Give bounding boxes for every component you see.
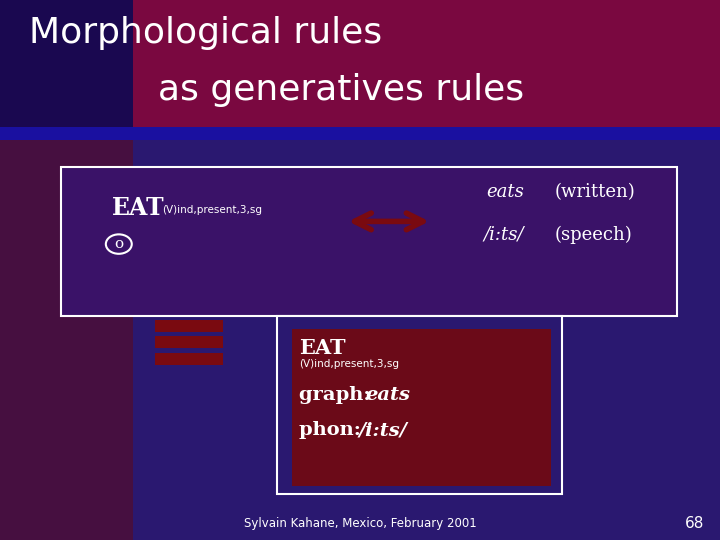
Text: as generatives rules: as generatives rules (158, 73, 525, 107)
Bar (0, 140, 133, 540)
Bar (277, 316, 562, 494)
Text: (V)ind,present,3,sg: (V)ind,present,3,sg (162, 205, 262, 214)
Bar (0, 127, 720, 140)
Bar (0, 0, 133, 130)
Text: o: o (114, 237, 123, 251)
Text: 68: 68 (685, 516, 704, 531)
Text: eats: eats (486, 183, 524, 201)
Text: /i:ts/: /i:ts/ (359, 421, 408, 439)
Text: (written): (written) (554, 183, 635, 201)
Bar (292, 329, 551, 486)
Bar (155, 353, 223, 364)
Bar (61, 167, 677, 316)
Text: EAT: EAT (112, 196, 164, 220)
Text: eats: eats (366, 386, 410, 404)
Bar (155, 336, 223, 348)
Bar (0, 140, 720, 540)
Bar (155, 320, 223, 332)
Text: EAT: EAT (299, 338, 346, 357)
Text: graph:: graph: (299, 386, 377, 404)
Text: /i:ts/: /i:ts/ (484, 226, 524, 244)
Text: (speech): (speech) (554, 226, 632, 244)
Text: (V)ind,present,3,sg: (V)ind,present,3,sg (299, 359, 399, 369)
Text: phon:: phon: (299, 421, 367, 439)
Bar (0, 0, 720, 130)
FancyArrowPatch shape (354, 213, 423, 230)
Text: Sylvain Kahane, Mexico, February 2001: Sylvain Kahane, Mexico, February 2001 (243, 517, 477, 530)
Text: Morphological rules: Morphological rules (29, 16, 382, 50)
